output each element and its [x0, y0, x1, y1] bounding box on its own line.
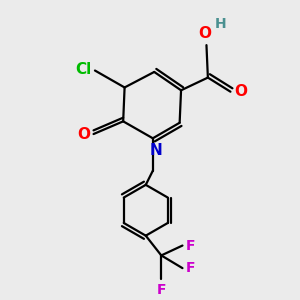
- Text: N: N: [150, 143, 163, 158]
- Text: F: F: [185, 238, 195, 253]
- Text: O: O: [234, 84, 247, 99]
- Text: O: O: [199, 26, 212, 41]
- Text: O: O: [77, 127, 90, 142]
- Text: F: F: [185, 261, 195, 275]
- Text: F: F: [157, 283, 166, 297]
- Text: H: H: [215, 17, 226, 31]
- Text: Cl: Cl: [75, 61, 92, 76]
